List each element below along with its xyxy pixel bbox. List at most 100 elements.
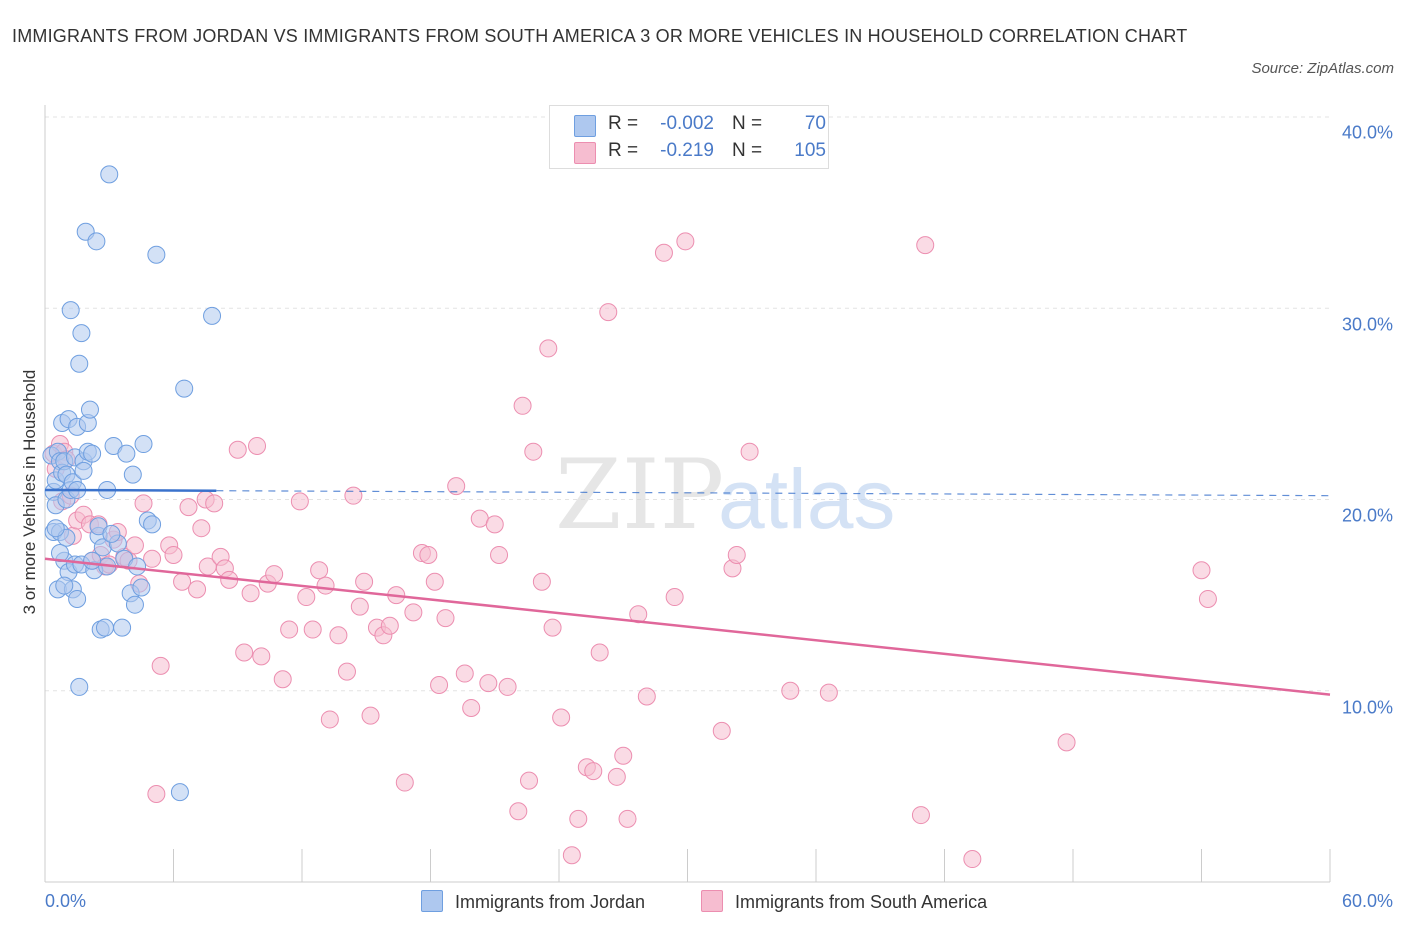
south-america-point xyxy=(252,647,271,666)
x-tick-label-min: 0.0% xyxy=(45,891,87,911)
south-america-point xyxy=(498,677,517,696)
south-america-point xyxy=(248,436,267,455)
legend-item-south-america[interactable]: Immigrants from South America xyxy=(701,890,987,913)
south-america-point xyxy=(164,545,183,564)
south-america-point xyxy=(584,762,603,781)
south-america-point xyxy=(455,664,474,683)
south-america-point xyxy=(235,643,254,662)
jordan-point xyxy=(113,618,132,637)
south-america-point xyxy=(143,549,162,568)
south-america-point xyxy=(676,232,695,251)
south-america-point xyxy=(329,626,348,645)
south-america-point xyxy=(241,584,260,603)
south-america-point xyxy=(404,603,423,622)
south-america-point xyxy=(532,572,551,591)
jordan-point xyxy=(61,301,80,320)
jordan-point xyxy=(132,578,151,597)
jordan-point xyxy=(80,400,99,419)
jordan-point xyxy=(123,465,142,484)
south-america-point xyxy=(629,605,648,624)
jordan-point xyxy=(95,618,114,637)
south-america-point xyxy=(479,674,498,693)
south-america-point xyxy=(590,643,609,662)
south-america-point xyxy=(316,576,335,595)
jordan-point xyxy=(143,515,162,534)
south-america-point xyxy=(337,662,356,681)
jordan-point xyxy=(87,232,106,251)
watermark-atlas: atlas xyxy=(718,452,895,546)
watermark-zip: ZIP xyxy=(555,439,724,551)
x-tick-label-max: 60.0% xyxy=(1341,891,1393,911)
y-tick-label: 30.0% xyxy=(1341,314,1393,335)
south-america-point xyxy=(280,620,299,639)
legend-label-south-america: Immigrants from South America xyxy=(735,892,988,912)
jordan-point xyxy=(74,461,93,480)
south-america-point xyxy=(552,708,571,727)
south-america-point xyxy=(513,396,532,415)
south-america-point xyxy=(911,806,930,825)
jordan-point xyxy=(83,444,102,463)
legend-r-label: R = xyxy=(608,140,639,161)
legend-n-label: N = xyxy=(732,113,763,134)
south-america-point xyxy=(361,706,380,725)
legend-r-label: R = xyxy=(608,113,639,134)
south-america-swatch-icon xyxy=(574,142,596,164)
jordan-point xyxy=(102,524,121,543)
source-credit: Source: ZipAtlas.com xyxy=(1251,60,1394,77)
south-america-point xyxy=(599,303,618,322)
jordan-point xyxy=(55,576,74,595)
south-america-trend-line xyxy=(44,557,1331,696)
south-america-point xyxy=(303,620,322,639)
south-america-point xyxy=(350,597,369,616)
legend-item-jordan[interactable]: Immigrants from Jordan xyxy=(421,890,645,913)
chart-title: IMMIGRANTS FROM JORDAN VS IMMIGRANTS FRO… xyxy=(12,26,1188,46)
south-america-point xyxy=(490,545,509,564)
jordan-point xyxy=(170,783,189,802)
south-america-point xyxy=(819,683,838,702)
south-america-point xyxy=(665,588,684,607)
south-america-point xyxy=(1192,561,1211,580)
south-america-point xyxy=(395,773,414,792)
south-america-point xyxy=(654,243,673,262)
south-america-point xyxy=(297,588,316,607)
south-america-point xyxy=(344,486,363,505)
jordan-point xyxy=(72,324,91,343)
jordan-trend-line xyxy=(44,488,217,492)
south-america-point xyxy=(188,580,207,599)
south-america-swatch-icon xyxy=(701,890,723,912)
jordan-point xyxy=(203,306,222,325)
south-america-point xyxy=(430,676,449,695)
jordan-point xyxy=(70,354,89,373)
jordan-point xyxy=(68,589,87,608)
series-jordan-points xyxy=(42,165,222,802)
jordan-point xyxy=(83,551,102,570)
south-america-point xyxy=(1057,733,1076,752)
south-america-point xyxy=(727,545,746,564)
south-america-point xyxy=(916,236,935,255)
south-america-point xyxy=(470,509,489,528)
series-south-america-points xyxy=(44,232,1217,869)
south-america-point xyxy=(425,572,444,591)
jordan-swatch-icon xyxy=(421,890,443,912)
correlation-legend: R = -0.002 N = 70 R = -0.219 N = 105 xyxy=(549,105,829,169)
jordan-point xyxy=(134,435,153,454)
south-america-point xyxy=(419,545,438,564)
jordan-point xyxy=(117,444,136,463)
jordan-point xyxy=(128,557,147,576)
legend-r-value: -0.002 xyxy=(660,113,714,134)
south-america-point xyxy=(273,670,292,689)
jordan-point xyxy=(175,379,194,398)
y-tick-label: 40.0% xyxy=(1341,122,1393,143)
south-america-point xyxy=(436,609,455,628)
south-america-point xyxy=(607,767,626,786)
south-america-point xyxy=(192,519,211,538)
legend-label-jordan: Immigrants from Jordan xyxy=(455,892,646,912)
south-america-point xyxy=(151,656,170,675)
jordan-trend-line-extension xyxy=(216,490,1331,497)
jordan-point xyxy=(125,595,144,614)
south-america-point xyxy=(520,771,539,790)
jordan-point xyxy=(70,677,89,696)
south-america-point xyxy=(539,339,558,358)
south-america-point xyxy=(355,572,374,591)
